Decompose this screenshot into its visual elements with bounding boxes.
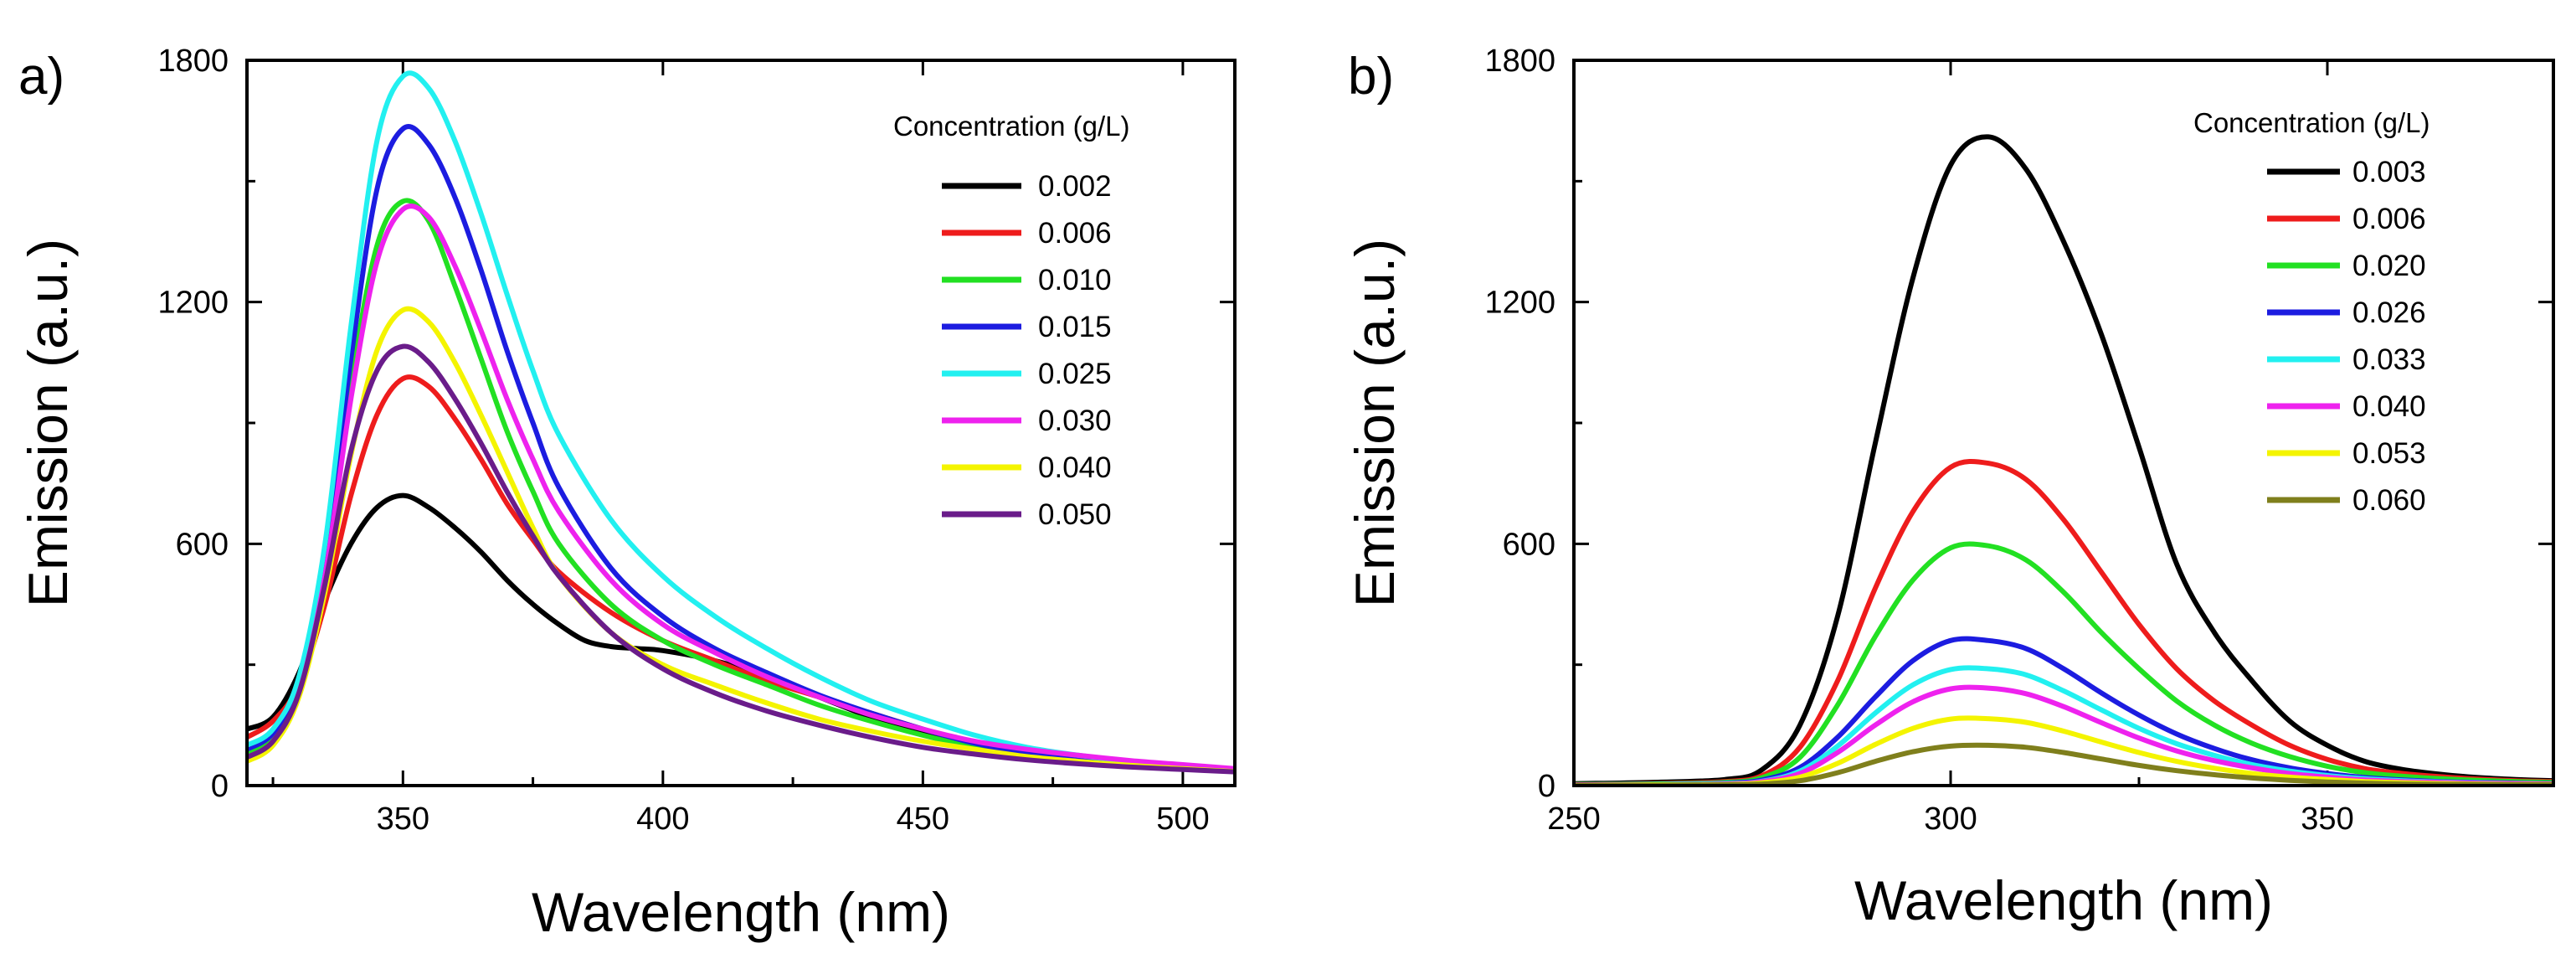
panel-b-label: b) [1348, 48, 1394, 106]
panel-a-legend-label: 0.040 [1038, 451, 1112, 484]
panel-b-series-0.006 [1574, 459, 2553, 786]
panel-a-label: a) [18, 48, 64, 106]
panel-b-legend-label: 0.040 [2352, 390, 2426, 423]
panel-a-ytick-label: 1200 [157, 286, 229, 321]
panel-a-xlabel: Wavelength (nm) [532, 881, 950, 943]
panel-b-xtick-label: 300 [1924, 801, 1977, 837]
panel-a-series-0.030 [247, 204, 1235, 771]
panel-a-series [247, 70, 1235, 775]
panel-a-plot-frame [245, 59, 1237, 787]
panel-b-series [1574, 134, 2553, 786]
panel-a-legend-label: 0.025 [1038, 358, 1112, 390]
panel-a-legend-label: 0.030 [1038, 405, 1112, 437]
panel-a-legend: 0.002 0.006 0.010 0.015 0.025 0.030 0.040 0.050 [942, 170, 1112, 531]
panel-b-series-0.033 [1574, 665, 2553, 786]
panel-b-series-0.003 [1574, 134, 2553, 786]
panel-b-ytick-label: 1200 [1484, 286, 1555, 321]
panel-a-ticks: 350 400 450 500 0 600 1200 1800 [157, 44, 1235, 837]
panel-a-xtick-label: 400 [636, 801, 689, 837]
panel-b-ytick-label: 1800 [1484, 44, 1555, 79]
panel-a-legend-label: 0.002 [1038, 170, 1112, 203]
panel-a: a) 350 400 450 500 0 600 1200 1800 Wavelength (… [17, 44, 1237, 943]
panel-b-ylabel: Emission (a.u.) [1344, 239, 1406, 607]
panel-b-ytick-label: 600 [1503, 527, 1555, 562]
panel-a-xtick-label: 450 [897, 801, 949, 837]
panel-a-ytick-label: 0 [211, 769, 229, 804]
panel-a-legend-label: 0.015 [1038, 311, 1112, 343]
panel-b-series-0.026 [1574, 636, 2553, 786]
panel-a-legend-label: 0.050 [1038, 498, 1112, 531]
panel-a-xtick-label: 350 [377, 801, 429, 837]
panel-b-legend: 0.003 0.006 0.020 0.026 0.033 0.040 0.053 0.060 [2267, 156, 2426, 517]
panel-a-legend-title: Concentration (g/L) [893, 111, 1129, 142]
panel-b-legend-label: 0.053 [2352, 437, 2426, 470]
panel-a-xtick-label: 500 [1156, 801, 1209, 837]
panel-b-legend-label: 0.003 [2352, 156, 2426, 188]
panel-b-legend-label: 0.020 [2352, 250, 2426, 282]
panel-b-legend-label: 0.026 [2352, 296, 2426, 329]
panel-b-legend-label: 0.060 [2352, 484, 2426, 517]
panel-b: b) 250 300 350 0 600 1200 1800 Wavelength (nm)… [1344, 44, 2555, 931]
panel-b-xlabel: Wavelength (nm) [1854, 869, 2273, 931]
panel-b-ytick-label: 0 [1538, 769, 1555, 804]
panel-b-legend-label: 0.033 [2352, 343, 2426, 376]
panel-b-plot-frame [1572, 59, 2555, 787]
panel-b-legend-title: Concentration (g/L) [2193, 107, 2429, 138]
panel-a-series-0.025 [247, 70, 1235, 773]
panel-a-legend-label: 0.010 [1038, 264, 1112, 296]
panel-a-ytick-label: 600 [176, 527, 229, 562]
panel-b-series-0.020 [1574, 541, 2553, 786]
panel-a-ytick-label: 1800 [157, 44, 229, 79]
panel-b-xtick-label: 350 [2301, 801, 2353, 837]
panel-a-series-0.050 [247, 343, 1235, 775]
panel-b-legend-label: 0.006 [2352, 203, 2426, 235]
panel-a-legend-label: 0.006 [1038, 217, 1112, 250]
panel-a-ylabel: Emission (a.u.) [17, 239, 79, 607]
panel-b-xtick-label: 250 [1547, 801, 1600, 837]
